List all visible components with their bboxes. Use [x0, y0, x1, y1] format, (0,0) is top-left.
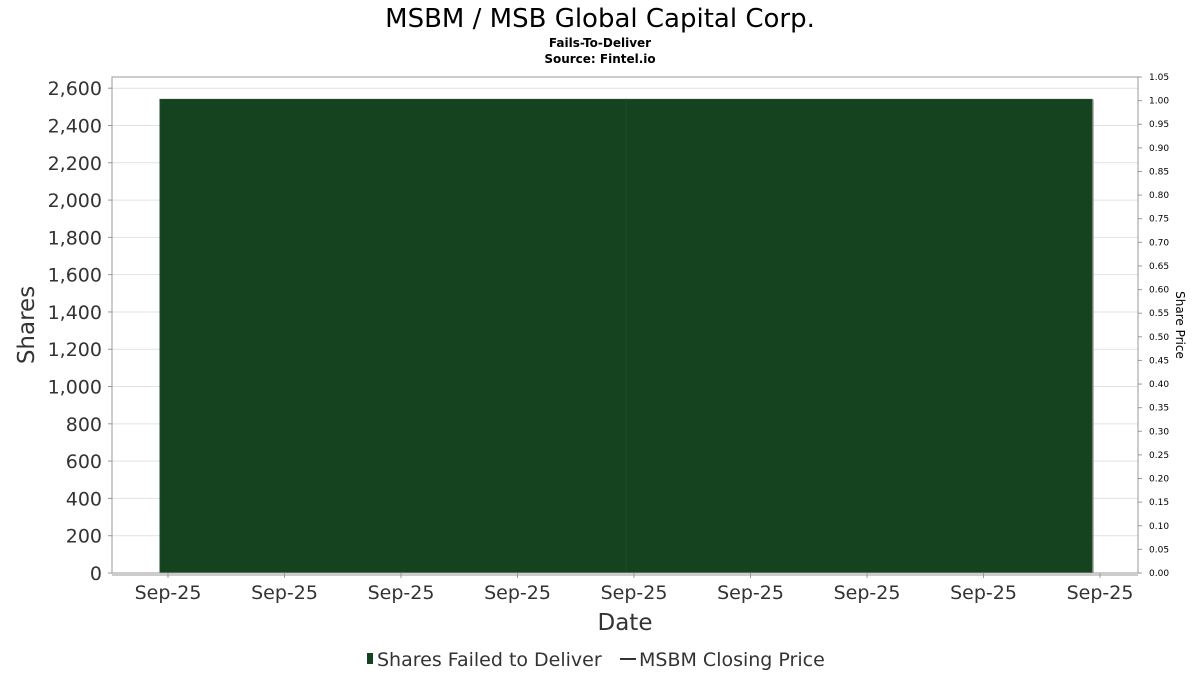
y-tick-label: 800 [66, 414, 102, 436]
x-tick-label: Sep-25 [251, 582, 318, 604]
y2-tick-label: 0.65 [1149, 262, 1169, 272]
x-tick-label: Sep-25 [717, 582, 784, 604]
y2-tick-label: 0.90 [1149, 144, 1169, 154]
y2-tick-label: 1.00 [1149, 97, 1169, 107]
y2-tick-label: 0.80 [1149, 191, 1169, 201]
legend-swatch-ftd [367, 653, 373, 664]
y-tick-label: 2,600 [48, 78, 102, 100]
x-tick-label: Sep-25 [950, 582, 1017, 604]
chart-subtitle: Fails-To-Deliver [549, 36, 651, 50]
y2-axis-ticks: 0.00 0.05 0.10 0.15 0.20 0.25 0.30 0.35 0.40 0.45… [1138, 73, 1169, 579]
y-tick-label: 400 [66, 488, 102, 510]
legend-label-price: MSBM Closing Price [639, 649, 825, 671]
chart-source: Source: Fintel.io [544, 52, 655, 66]
y2-tick-label: 0.15 [1149, 498, 1169, 508]
x-tick-label: Sep-25 [601, 582, 668, 604]
x-tick-label: Sep-25 [368, 582, 435, 604]
y2-tick-label: 1.05 [1149, 73, 1169, 83]
y2-axis-label: Share Price [1173, 291, 1187, 359]
y-tick-label: 2,000 [48, 190, 102, 212]
y2-tick-label: 0.30 [1149, 427, 1169, 437]
x-tick-label: Sep-25 [135, 582, 202, 604]
y2-tick-label: 0.20 [1149, 475, 1169, 485]
y-tick-label: 2,400 [48, 115, 102, 137]
ftd-bar [159, 98, 627, 574]
y-tick-label: 2,200 [48, 153, 102, 175]
y-tick-label: 0 [90, 563, 102, 585]
y2-tick-label: 0.40 [1149, 380, 1169, 390]
y2-tick-label: 0.95 [1149, 120, 1169, 130]
y2-tick-label: 0.85 [1149, 167, 1169, 177]
x-axis-ticks: Sep-25 Sep-25 Sep-25 Sep-25 Sep-25 Sep-25 Sep-… [135, 573, 1134, 604]
y2-tick-label: 0.00 [1149, 569, 1169, 579]
y-tick-label: 1,000 [48, 377, 102, 399]
y-axis-ticks: 0 200 400 600 800 1,000 1,200 1,400 1,600 1,800 2,… [48, 78, 112, 585]
legend-label-ftd: Shares Failed to Deliver [377, 649, 602, 671]
y-tick-label: 600 [66, 451, 102, 473]
y-tick-label: 1,800 [48, 227, 102, 249]
plot-frame [111, 76, 1139, 574]
y2-tick-label: 0.25 [1149, 451, 1169, 461]
y2-tick-label: 0.60 [1149, 286, 1169, 296]
x-tick-label: Sep-25 [1067, 582, 1134, 604]
x-tick-label: Sep-25 [484, 582, 551, 604]
y-tick-label: 1,400 [48, 302, 102, 324]
y-tick-label: 200 [66, 526, 102, 548]
bars [159, 98, 1094, 574]
chart-title: MSBM / MSB Global Capital Corp. [385, 4, 815, 34]
y2-tick-label: 0.55 [1149, 309, 1169, 319]
y2-tick-label: 0.70 [1149, 238, 1169, 248]
y2-tick-label: 0.50 [1149, 333, 1169, 343]
y-tick-label: 1,200 [48, 339, 102, 361]
x-tick-label: Sep-25 [834, 582, 901, 604]
y-tick-label: 1,600 [48, 265, 102, 287]
legend: Shares Failed to Deliver MSBM Closing Pr… [367, 649, 825, 671]
ftd-bar [625, 98, 1093, 574]
y2-tick-label: 0.75 [1149, 215, 1169, 225]
y2-tick-label: 0.10 [1149, 522, 1169, 532]
y2-tick-label: 0.05 [1149, 545, 1169, 555]
y2-tick-label: 0.35 [1149, 404, 1169, 414]
x-axis-label: Date [598, 610, 653, 636]
y2-tick-label: 0.45 [1149, 356, 1169, 366]
y-axis-label: Shares [14, 286, 40, 364]
